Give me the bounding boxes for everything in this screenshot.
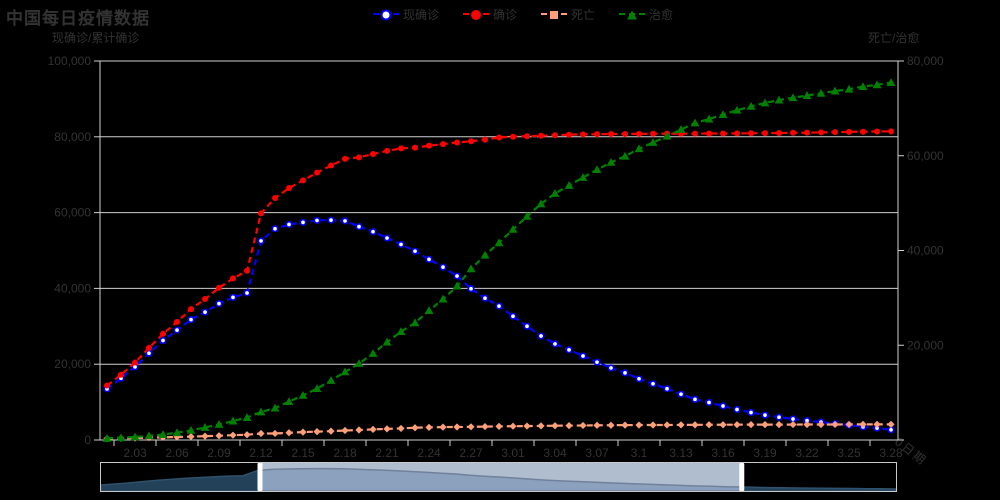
svg-text:20,000: 20,000 [907, 338, 944, 352]
svg-text:3.13: 3.13 [669, 446, 693, 460]
x-axis-ticks: 2.03 2.06 2.09 2.12 2.15 2.18 2.21 2.24 2.27 3.01… [113, 440, 903, 460]
datazoom-shadow-inside [260, 467, 742, 491]
legend-item-cured[interactable]: 治愈 [619, 6, 673, 23]
svg-text:60,000: 60,000 [907, 149, 944, 163]
circle-legend-icon [462, 8, 489, 22]
svg-text:3.07: 3.07 [585, 446, 609, 460]
grid-lines [100, 60, 898, 441]
right-axis-name: 死亡/治愈 [868, 31, 920, 45]
datazoom-canvas[interactable] [101, 463, 896, 491]
svg-text:3.04: 3.04 [543, 446, 567, 460]
svg-text:40,000: 40,000 [54, 281, 91, 295]
page-title: 中国每日疫情数据 [6, 9, 150, 28]
diamond-legend-icon [541, 8, 567, 22]
datazoom-left-handle[interactable] [257, 463, 263, 491]
legend-item-confirmed[interactable]: 确诊 [462, 6, 517, 23]
right-axis-ticks: 80,000 60,000 40,000 20,000 [898, 54, 944, 441]
svg-text:20,000: 20,000 [54, 357, 91, 371]
datazoom-right-handle[interactable] [739, 463, 745, 491]
svg-text:60,000: 60,000 [54, 206, 91, 220]
hollow-circle-legend-icon [372, 8, 399, 22]
svg-text:40,000: 40,000 [907, 244, 944, 258]
datazoom-slider[interactable] [100, 462, 897, 492]
triangle-legend-icon [619, 8, 646, 22]
axis-lines [99, 61, 899, 440]
svg-text:3.19: 3.19 [753, 446, 777, 460]
svg-text:80,000: 80,000 [54, 130, 91, 144]
legend-item-label: 死亡 [571, 8, 596, 22]
svg-text:3.1: 3.1 [631, 446, 648, 460]
svg-text:80,000: 80,000 [907, 54, 944, 68]
legend: 现确诊 确诊 死亡 治愈 [358, 6, 688, 23]
svg-text:2.15: 2.15 [291, 446, 315, 460]
series-current-confirmed [103, 216, 895, 434]
svg-text:2.27: 2.27 [459, 446, 483, 460]
legend-item-label: 治愈 [649, 8, 674, 22]
svg-text:3.01: 3.01 [501, 446, 525, 460]
svg-text:2.21: 2.21 [375, 446, 399, 460]
series-confirmed [104, 128, 894, 389]
left-axis-ticks: 100,000 80,000 60,000 40,000 20,000 0 [48, 54, 100, 447]
svg-text:3.22: 3.22 [795, 446, 819, 460]
legend-item-current-confirmed[interactable]: 现确诊 [372, 6, 439, 23]
svg-text:2.18: 2.18 [333, 446, 357, 460]
svg-text:0: 0 [84, 433, 91, 447]
legend-item-label: 确诊 [492, 8, 517, 22]
series-cured [102, 78, 896, 442]
legend-item-label: 现确诊 [402, 8, 439, 22]
svg-text:2.09: 2.09 [207, 446, 231, 460]
svg-text:100,000: 100,000 [48, 54, 92, 68]
svg-text:2.24: 2.24 [417, 446, 441, 460]
legend-item-deaths[interactable]: 死亡 [541, 6, 595, 23]
left-axis-name: 现确诊/累计确诊 [52, 31, 140, 45]
svg-text:2.06: 2.06 [165, 446, 189, 460]
series-deaths [103, 420, 895, 443]
svg-text:3.28: 3.28 [879, 446, 903, 460]
svg-text:2.12: 2.12 [249, 446, 273, 460]
svg-text:3.16: 3.16 [711, 446, 735, 460]
svg-text:2.03: 2.03 [123, 446, 147, 460]
svg-text:3.25: 3.25 [837, 446, 861, 460]
